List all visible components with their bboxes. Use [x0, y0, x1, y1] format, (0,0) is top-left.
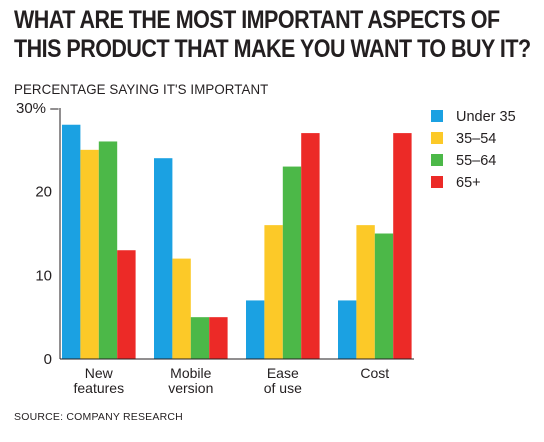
- bar-1-2: [80, 149, 99, 359]
- category-label-line: version: [168, 380, 213, 396]
- chart-title-line-2: THIS PRODUCT THAT MAKE YOU WANT TO BUY I…: [14, 35, 531, 63]
- y-tick-label-1: 0: [44, 351, 52, 368]
- legend-label-4: 65+: [456, 175, 481, 191]
- bar-4-2: [356, 225, 375, 359]
- y-axis-label: PERCENTAGE SAYING IT'S IMPORTANT: [14, 81, 269, 97]
- legend-swatch-2: [431, 132, 443, 144]
- bar-4-3: [374, 233, 394, 359]
- legend-swatch-3: [431, 154, 443, 166]
- bar-2-4: [209, 317, 228, 359]
- legend-label-2: 35–54: [456, 131, 496, 147]
- bar-3-2: [264, 225, 283, 359]
- source-note: SOURCE: COMPANY RESEARCH: [14, 411, 183, 423]
- bar-1-1: [62, 124, 81, 359]
- bar-2-3: [190, 317, 210, 359]
- legend-label-1: Under 35: [456, 109, 516, 125]
- chart-title: WHAT ARE THE MOST IMPORTANT ASPECTS OF T…: [14, 6, 531, 64]
- category-label-3: Ease of use: [264, 365, 302, 396]
- category-label-2: Mobile version: [168, 365, 213, 396]
- category-label-line: Mobile: [170, 365, 211, 381]
- category-label-line: features: [74, 380, 125, 396]
- bars-group: [62, 124, 412, 359]
- chart-title-line-1: WHAT ARE THE MOST IMPORTANT ASPECTS OF: [14, 6, 500, 34]
- category-label-1: New features: [74, 365, 125, 396]
- category-label-line: Cost: [360, 365, 389, 381]
- bar-3-1: [246, 300, 265, 359]
- bar-2-2: [172, 258, 191, 359]
- legend-label-3: 55–64: [456, 153, 496, 169]
- legend-swatch-1: [431, 110, 443, 122]
- category-label-line: Ease: [267, 365, 299, 381]
- bar-4-4: [393, 133, 412, 359]
- bar-3-3: [282, 166, 302, 359]
- bar-1-4: [117, 250, 136, 359]
- y-tick-label-4: 30% –: [16, 100, 59, 117]
- legend-swatch-4: [431, 176, 443, 188]
- legend: Under 35 35–54 55–64 65+: [431, 109, 516, 191]
- bar-1-3: [98, 141, 118, 359]
- bar-4-1: [338, 300, 357, 359]
- category-label-line: of use: [264, 380, 302, 396]
- category-label-4: Cost: [360, 365, 389, 381]
- y-tick-label-3: 20: [35, 184, 52, 201]
- bar-3-4: [301, 133, 320, 359]
- bar-2-1: [154, 158, 173, 359]
- category-label-line: New: [85, 365, 114, 381]
- y-tick-label-2: 10: [35, 267, 52, 284]
- axes-group: New features Mobile version Ease of use Cost 0 1…: [16, 100, 414, 396]
